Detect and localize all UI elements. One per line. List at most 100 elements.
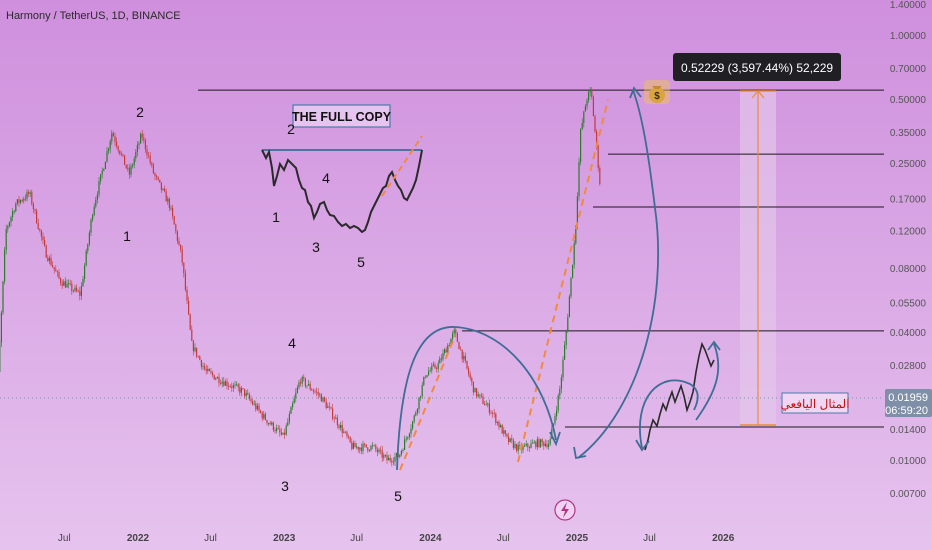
candle-body [490,412,492,414]
candle-body [402,449,404,451]
candle-body [597,145,599,169]
candle-body [63,281,65,286]
candle-body [314,391,316,393]
candle-body [196,347,198,357]
wave-label: 1 [123,228,131,244]
candle-body [412,421,414,429]
candle-body [394,456,396,462]
candle-body [138,143,140,145]
candle-body [242,388,244,389]
inset-projection [381,135,423,197]
candle-body [215,378,217,380]
candle-body [103,168,105,171]
candle-body [463,355,465,360]
candle-body [364,443,366,445]
candle-body [7,226,9,229]
candle-body [207,368,209,371]
candle-body [42,236,44,240]
candle-body [200,360,203,367]
candle-body [535,441,537,448]
candle-body [581,123,583,130]
candle-body [44,239,46,246]
candle-body [506,433,508,437]
candle-body [532,442,534,444]
candle-body [472,381,475,393]
candle-body [432,364,435,366]
candle-body [575,225,577,244]
candle-body [460,349,462,350]
price-tick-label: 0.04000 [890,328,927,339]
time-tick-label: 2022 [127,533,150,544]
candle-body [471,378,473,382]
projection-1 [399,335,456,471]
candle-body [426,375,428,378]
candle-body [183,262,185,274]
inset-price-line [261,148,423,234]
candle-body [136,144,139,152]
projection-2 [517,99,609,463]
wave-label: 2 [136,104,144,120]
candle-body [148,155,150,157]
candle-body [255,403,257,410]
candle-body [172,207,174,217]
candle-body [301,376,303,384]
candle-body [431,365,433,371]
candle-body [344,431,347,433]
projection-label: المثال اليافعي [780,397,849,411]
candle-body [450,338,452,346]
candle-body [570,277,572,297]
candle-body [488,403,491,413]
candle-body [109,141,111,149]
candle-body [576,196,579,226]
candle-body [236,384,238,386]
candle-body [423,376,425,386]
lightning-icon[interactable] [554,499,576,521]
candle-body [204,366,206,369]
candle-body [224,381,227,386]
candle-body [578,161,580,197]
candle-body [24,198,27,200]
candle-body [32,203,35,210]
candle-body [386,455,388,461]
candle-body [464,355,467,361]
candle-body [332,408,334,419]
candle-body [82,278,84,287]
candle-body [492,412,494,414]
time-tick-label: 2025 [566,533,589,544]
candle-body [55,269,57,272]
candle-body [536,439,539,448]
candle-body [112,133,115,137]
candle-body [15,203,17,212]
candle-body [274,430,276,432]
candle-body [85,250,87,266]
candle-body [335,417,337,419]
candle-body [408,433,411,437]
time-tick-label: Jul [350,533,363,544]
time-axis[interactable]: Jul 2022 Jul 2023 Jul 2024 Jul 2025 Jul 2026 [58,533,735,544]
price-tick-label: 0.00700 [890,489,927,500]
price-axis[interactable]: 1.40000 1.00000 0.70000 0.50000 0.35000 0.250… [890,0,927,500]
candle-body [149,156,151,163]
candle-body [437,363,439,369]
candle-body [503,430,505,434]
candle-body [173,216,175,225]
candle-body [160,182,163,190]
candle-body [260,410,262,413]
candle-body [399,454,401,457]
price-tick-label: 0.02800 [890,361,927,372]
candle-body [292,403,294,408]
candle-body [312,390,315,392]
candle-body [367,447,369,451]
candle-body [127,167,129,169]
candle-body [108,148,110,152]
candle-body [132,164,134,167]
candle-body [220,383,222,384]
candle-body [56,271,59,273]
wave-label: 3 [281,478,289,494]
candle-body [440,358,443,360]
full-copy-inset: THE FULL COPY [261,104,423,234]
candle-body [327,406,329,408]
time-tick-label: 2023 [273,533,296,544]
candle-body [538,439,540,448]
